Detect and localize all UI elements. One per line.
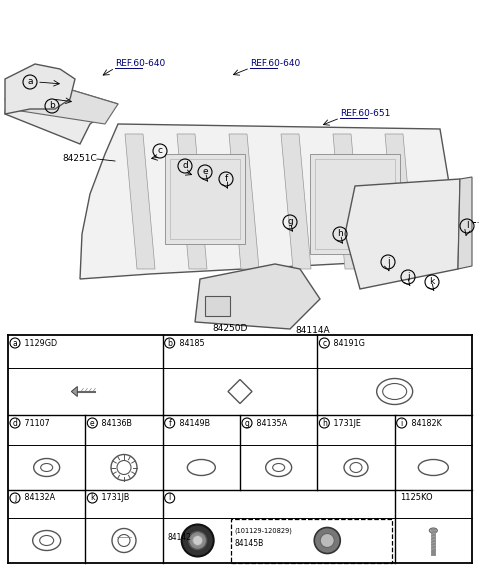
Text: 1731JE: 1731JE xyxy=(331,419,361,428)
Text: 84142: 84142 xyxy=(168,533,192,542)
Text: h: h xyxy=(337,229,343,239)
Polygon shape xyxy=(177,134,207,269)
Text: 84182K: 84182K xyxy=(408,419,442,428)
Polygon shape xyxy=(195,264,320,329)
Text: REF.60-640: REF.60-640 xyxy=(115,60,165,69)
Text: 84145B: 84145B xyxy=(235,539,264,548)
Text: (101129-120829): (101129-120829) xyxy=(235,527,292,534)
Polygon shape xyxy=(281,134,311,269)
Bar xyxy=(231,519,392,562)
Text: a: a xyxy=(12,339,17,348)
Text: k: k xyxy=(430,278,434,286)
Text: l: l xyxy=(466,222,468,231)
Text: REF.60-651: REF.60-651 xyxy=(340,110,390,119)
Text: b: b xyxy=(49,102,55,111)
Polygon shape xyxy=(385,134,415,269)
Text: 84185: 84185 xyxy=(177,339,204,348)
Text: g: g xyxy=(287,218,293,227)
Text: c: c xyxy=(157,147,163,156)
Text: i: i xyxy=(387,257,389,266)
Text: REF.60-640: REF.60-640 xyxy=(250,60,300,69)
Circle shape xyxy=(192,536,203,545)
Text: c: c xyxy=(322,339,326,348)
Text: j: j xyxy=(14,494,16,503)
Polygon shape xyxy=(5,79,118,144)
Text: f: f xyxy=(224,174,228,183)
Circle shape xyxy=(314,528,340,553)
Text: 1731JB: 1731JB xyxy=(99,494,130,503)
Text: 84149B: 84149B xyxy=(177,419,210,428)
Text: h: h xyxy=(322,419,327,428)
Polygon shape xyxy=(5,64,75,114)
Text: 84250D: 84250D xyxy=(212,324,247,333)
Text: 84135A: 84135A xyxy=(254,419,287,428)
Polygon shape xyxy=(125,134,155,269)
Text: d: d xyxy=(12,419,17,428)
Text: a: a xyxy=(27,77,33,86)
Circle shape xyxy=(189,532,207,549)
Bar xyxy=(170,159,240,239)
Polygon shape xyxy=(72,386,77,396)
Polygon shape xyxy=(458,177,472,269)
Text: k: k xyxy=(90,494,95,503)
Text: l: l xyxy=(168,494,171,503)
Bar xyxy=(165,154,245,244)
Text: 84251C: 84251C xyxy=(62,154,97,164)
Circle shape xyxy=(181,524,214,557)
Text: i: i xyxy=(400,419,403,428)
Text: 1125KO: 1125KO xyxy=(400,494,432,503)
Polygon shape xyxy=(345,179,460,289)
Text: e: e xyxy=(90,419,95,428)
Polygon shape xyxy=(229,134,259,269)
Ellipse shape xyxy=(429,528,437,533)
Text: 71107: 71107 xyxy=(22,419,50,428)
Text: 1129GD: 1129GD xyxy=(22,339,57,348)
Text: 84114A: 84114A xyxy=(295,326,330,335)
Text: e: e xyxy=(202,168,208,177)
Text: f: f xyxy=(168,419,171,428)
Text: j: j xyxy=(407,273,409,282)
Text: 84136B: 84136B xyxy=(99,419,132,428)
Bar xyxy=(310,154,400,254)
Polygon shape xyxy=(80,124,455,279)
Text: d: d xyxy=(182,161,188,170)
Text: 84132A: 84132A xyxy=(22,494,55,503)
Circle shape xyxy=(320,533,334,548)
Polygon shape xyxy=(5,79,118,124)
Text: b: b xyxy=(167,339,172,348)
Bar xyxy=(205,296,230,316)
Bar xyxy=(315,159,395,249)
Text: 84191G: 84191G xyxy=(331,339,365,348)
Text: g: g xyxy=(245,419,250,428)
Polygon shape xyxy=(333,134,363,269)
